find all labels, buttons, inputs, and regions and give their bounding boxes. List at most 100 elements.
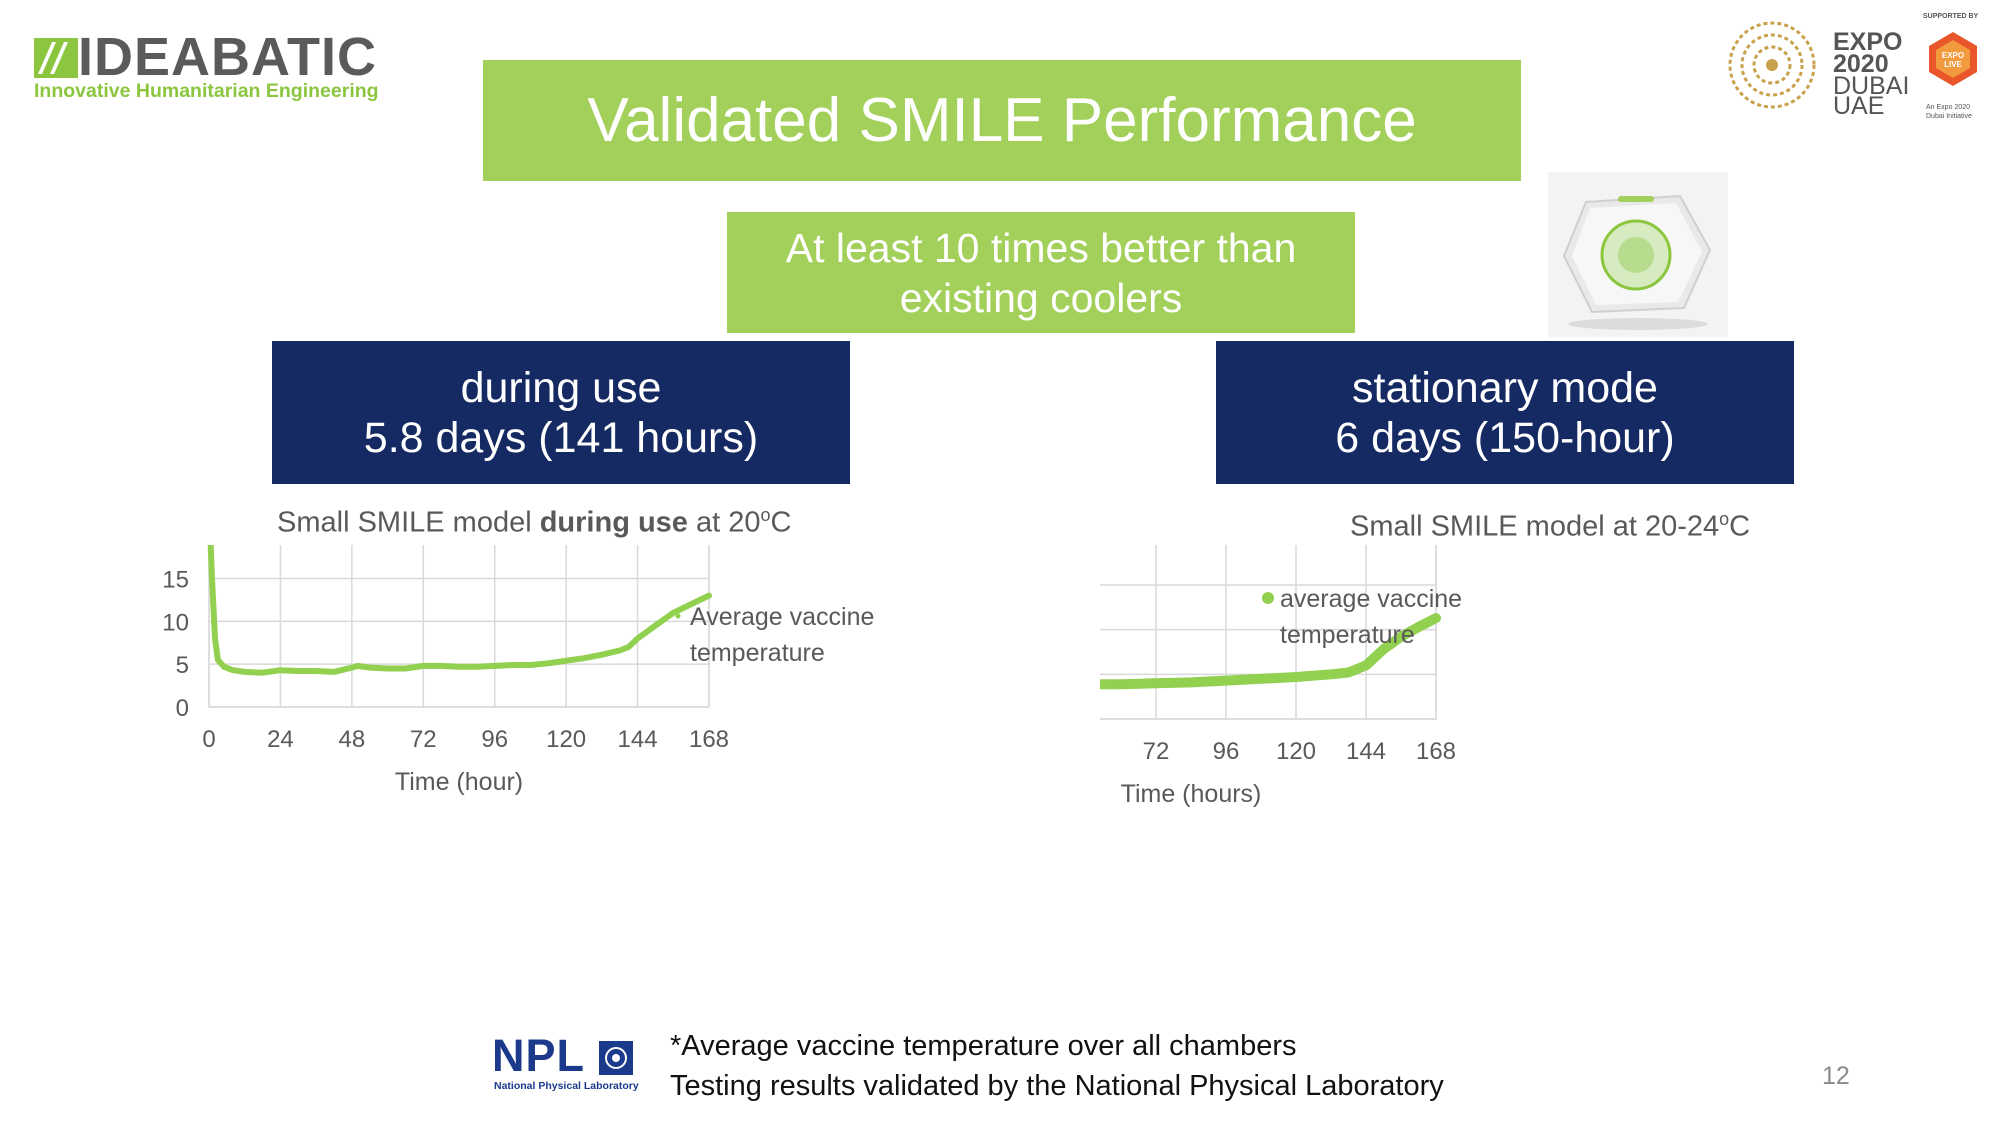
- data-point: [1432, 614, 1440, 623]
- data-point: [349, 665, 355, 671]
- x-tick-label: 48: [339, 726, 366, 753]
- expo-2020-logo: EXPO 2020 DUBAI UAE SUPPORTED BY EXPO LI…: [1728, 13, 1979, 120]
- data-point: [355, 663, 361, 669]
- legend-label: average vaccine: [1280, 585, 1462, 613]
- x-tick-label: 120: [546, 726, 586, 753]
- data-point: [581, 655, 587, 661]
- data-point: [1187, 678, 1195, 687]
- data-point: [563, 658, 569, 664]
- x-axis-label: Time (hour): [395, 768, 523, 796]
- data-point: [277, 667, 283, 673]
- y-tick-label: 15: [162, 567, 189, 594]
- chart-1-title-pre: Small SMILE model: [277, 506, 540, 539]
- subtitle-banner: At least 10 times better than existing c…: [727, 212, 1355, 333]
- expo-line-3: DUBAI: [1833, 72, 1909, 100]
- expo-line-1: EXPO: [1833, 28, 1902, 56]
- stationary-line-1: stationary mode: [1352, 363, 1658, 412]
- expo-live-badge: EXPO LIVE: [1929, 32, 1977, 86]
- x-tick-label: 24: [267, 726, 294, 753]
- page-number: 12: [1822, 1062, 1850, 1090]
- series-line-average-vaccine-temperature: [207, 545, 712, 676]
- data-point: [438, 663, 444, 669]
- during-use-box: during use 5.8 days (141 hours): [272, 341, 850, 484]
- x-tick-label: 0: [202, 726, 215, 753]
- stationary-mode-box: stationary mode 6 days (150-hour): [1216, 341, 1794, 484]
- logo-tagline: Innovative Humanitarian Engineering: [34, 80, 379, 102]
- expo-line-2: 2020: [1833, 50, 1889, 78]
- x-tick-label: 144: [618, 726, 658, 753]
- chart-2-title-unit: C: [1729, 510, 1751, 543]
- data-point: [1362, 661, 1370, 670]
- legend-label: temperature: [690, 639, 825, 667]
- expo-line-4: UAE: [1833, 92, 1884, 120]
- data-point: [688, 601, 694, 607]
- data-point: [1344, 668, 1353, 677]
- data-point: [1257, 674, 1265, 683]
- footnote-average: *Average vaccine temperature over all ch…: [670, 1030, 1297, 1062]
- data-point: [212, 635, 218, 641]
- data-point: [1292, 673, 1300, 682]
- data-point: [230, 667, 236, 673]
- supported-by-label: SUPPORTED BY: [1923, 13, 1979, 20]
- y-tick-label: 10: [162, 609, 189, 636]
- plot-area: [1100, 545, 1437, 720]
- data-point: [1379, 645, 1388, 654]
- chart-2-title-pre: Small SMILE model at 20-24: [1350, 510, 1720, 543]
- data-point: [599, 652, 605, 658]
- x-tick-label: 168: [689, 726, 729, 753]
- data-point: [402, 665, 408, 671]
- data-point: [1117, 680, 1125, 689]
- chart-gridlines: [208, 545, 710, 708]
- data-point: [635, 635, 641, 641]
- x-tick-label: 120: [1276, 738, 1316, 765]
- npl-full-name: National Physical Laboratory: [494, 1080, 639, 1092]
- data-point: [652, 623, 658, 629]
- data-point: [492, 663, 498, 669]
- chart-2-title: Small SMILE model at 20-24oC: [1350, 509, 1750, 544]
- data-point: [1152, 679, 1160, 688]
- data-point: [295, 668, 301, 674]
- data-point: [385, 665, 391, 671]
- badge-line-2: LIVE: [1944, 60, 1962, 69]
- slide-title: Validated SMILE Performance: [483, 60, 1521, 181]
- chart-during-use: 051015202530024487296120144168Time (hour…: [162, 545, 874, 796]
- chart-legend: average vaccine temperature: [1262, 585, 1462, 649]
- data-point: [313, 668, 319, 674]
- x-tick-label: 72: [1143, 738, 1170, 765]
- initiative-line-2: Dubai Initiative: [1926, 113, 1972, 120]
- data-point: [510, 662, 516, 668]
- data-point: [331, 669, 337, 675]
- product-image: [1548, 172, 1728, 337]
- x-tick-label: 168: [1416, 738, 1456, 765]
- series-points: [1117, 614, 1440, 689]
- chart-1-title-sup: o: [760, 505, 771, 525]
- x-tick-label: 96: [481, 726, 508, 753]
- data-point: [626, 644, 632, 650]
- y-tick-label: 5: [176, 652, 189, 679]
- footnote-validation: Testing results validated by the Nationa…: [670, 1070, 1444, 1102]
- chart-1-title-bold: during use: [539, 506, 688, 539]
- data-point: [1414, 622, 1423, 631]
- data-point: [670, 610, 676, 616]
- slide-title-text: Validated SMILE Performance: [587, 86, 1417, 155]
- data-point: [1327, 670, 1335, 679]
- legend-marker: [675, 613, 681, 619]
- data-point: [617, 647, 623, 653]
- data-point: [456, 664, 462, 670]
- legend-label: Average vaccine: [690, 603, 874, 631]
- data-point: [221, 664, 227, 670]
- chart-1-title-unit: C: [770, 506, 792, 539]
- ideabatic-logo-mark: [34, 38, 78, 78]
- data-point: [420, 663, 426, 669]
- data-point: [706, 593, 712, 599]
- logo-name: IDEABATIC: [78, 27, 377, 87]
- chart-legend: Average vaccine temperature: [675, 603, 874, 667]
- data-point: [1397, 632, 1405, 641]
- during-use-line-1: during use: [460, 363, 662, 412]
- data-point: [215, 657, 221, 663]
- subtitle-line-1: At least 10 times better than: [785, 224, 1297, 271]
- x-axis-label: Time (hours): [1121, 780, 1262, 808]
- chart-1-title-post: at 20: [687, 506, 761, 539]
- x-tick-label: 144: [1346, 738, 1386, 765]
- data-point: [1222, 676, 1230, 685]
